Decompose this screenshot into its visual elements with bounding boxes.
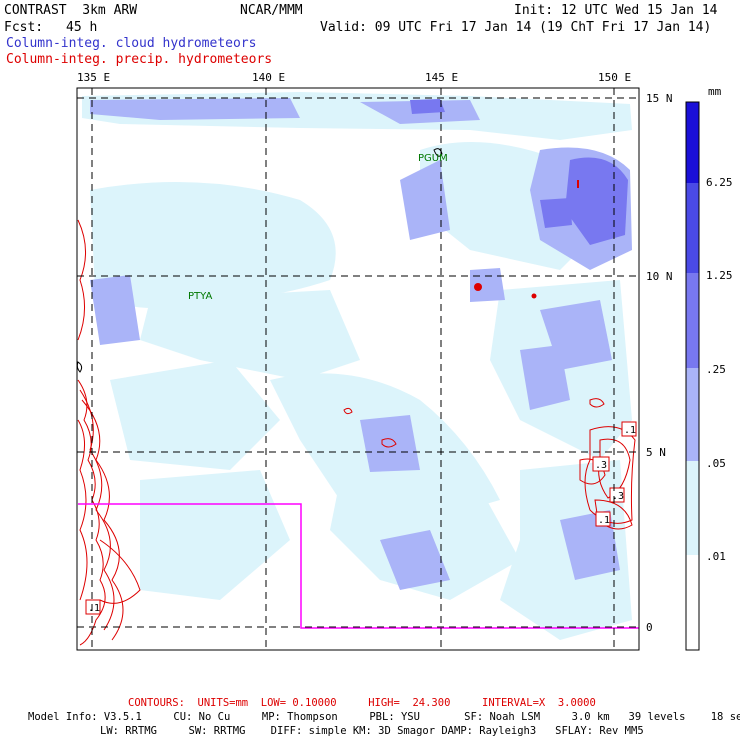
forecast-hour: 45 h [66,20,98,35]
valid-time: Valid: 09 UTC Fri 17 Jan 14 (19 ChT Fri … [320,20,712,35]
colorbar-segment [686,368,699,461]
colorbar-frame [685,101,700,651]
colorbar-segment [686,461,699,555]
lat-label-0: 0 [646,621,653,634]
colorbar-level-label: 1.25 [706,269,733,282]
colorbar-level-label: .01 [706,550,726,563]
forecast-label: Fcst: [4,20,44,35]
contour-label-box [85,599,101,615]
lat-label-10n: 10 N [646,270,673,283]
contour-label: .1 [624,425,636,436]
contour-label: .3 [612,491,624,502]
lat-label-5n: 5 N [646,446,666,459]
field-cloud-label: Column-integ. cloud hydrometeors [6,36,257,51]
contour-label-box [621,421,637,437]
model-info-line2: LW: RRTMG SW: RRTMG DIFF: simple KM: 3D … [100,725,644,737]
colorbar-segment [686,183,699,273]
colorbar-level-label: .05 [706,457,726,470]
contours-info: CONTOURS: UNITS=mm LOW= 0.10000 HIGH= 24… [128,697,596,709]
lat-label-15n: 15 N [646,92,673,105]
lon-label-150: 150 E [598,71,632,84]
model-info-line1: Model Info: V3.5.1 CU: No Cu MP: Thompso… [28,711,740,723]
contour-label-boxes [85,421,637,615]
colorbar-segment [686,555,699,650]
model-title: CONTRAST 3km ARW [4,3,138,18]
lat-lon-grid [77,88,639,650]
station-label-pgum: PGUM [418,153,448,164]
contour-label: .1 [598,515,610,526]
precip-spots [474,180,579,299]
colorbar-level-label: .25 [706,363,726,376]
contour-label-box [595,511,611,527]
subdomain-box [78,503,639,629]
init-time: Init: 12 UTC Wed 15 Jan 14 [514,3,718,18]
colorbar-level-label: 6.25 [706,176,733,189]
station-label-ptya: PTYA [188,291,212,302]
precip-spot [474,283,482,291]
lon-label-140: 140 E [252,71,286,84]
contour-label: .3 [595,460,607,471]
contour-label: .1 [88,603,100,614]
precip-spot [577,180,579,188]
contour-label-box [592,456,610,472]
map-frame [76,87,640,651]
center-label: NCAR/MMM [240,3,303,18]
colorbar-unit: mm [708,85,722,98]
colorbar-segment [686,102,699,183]
field-precip-label: Column-integ. precip. hydrometeors [6,52,273,67]
colorbar-segment [686,273,699,368]
precip-spot [531,293,537,299]
lon-label-145: 145 E [425,71,459,84]
cloud-field-dark [410,99,628,245]
lon-label-135: 135 E [77,71,111,84]
